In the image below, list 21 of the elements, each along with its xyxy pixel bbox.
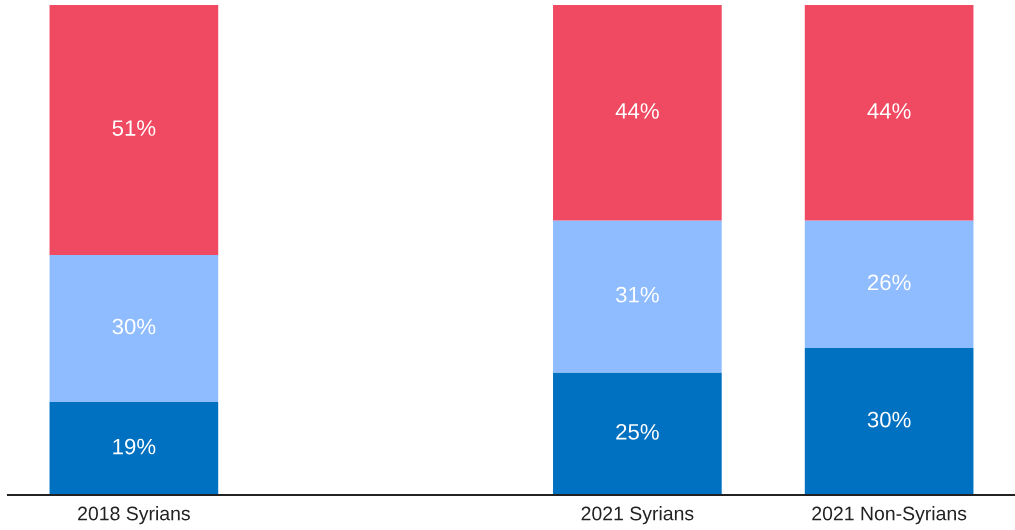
data-label: 30% xyxy=(867,411,911,428)
x-tick-label: 2021 Syrians xyxy=(581,506,694,525)
data-label: 44% xyxy=(615,103,659,119)
data-label: 51% xyxy=(112,120,156,136)
bar xyxy=(804,5,974,221)
bar xyxy=(49,401,219,495)
bar xyxy=(553,220,722,373)
x-tick-label: 2018 Syrians xyxy=(78,506,190,525)
data-label: 30% xyxy=(112,318,156,335)
data-label: 26% xyxy=(868,274,911,291)
data-label: 31% xyxy=(615,286,659,303)
bar xyxy=(49,254,219,402)
data-label: 25% xyxy=(616,423,659,440)
data-label: 19% xyxy=(113,438,156,455)
bar xyxy=(553,372,722,495)
bar xyxy=(49,5,219,255)
data-label: 44% xyxy=(867,103,911,119)
bar xyxy=(804,348,974,495)
bar xyxy=(553,5,722,221)
x-tick-label: 2021 Non-Syrians xyxy=(812,506,967,525)
bar xyxy=(804,220,974,348)
